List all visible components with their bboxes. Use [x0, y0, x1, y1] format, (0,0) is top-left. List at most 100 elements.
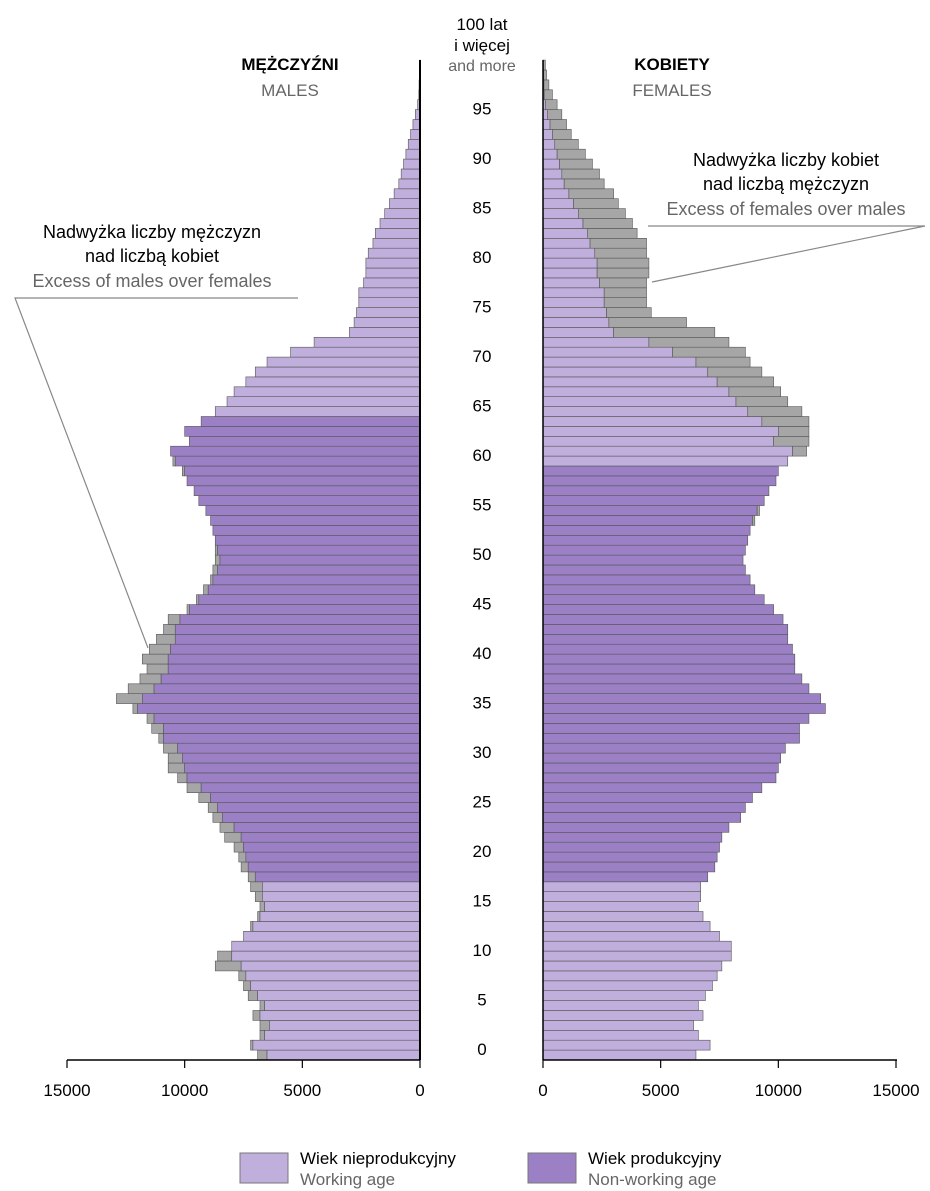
females-bar — [542, 525, 751, 536]
males-bar — [207, 584, 421, 595]
males-excess-bar — [186, 604, 190, 615]
males-bar — [189, 435, 421, 447]
females-bars — [542, 59, 826, 1061]
females-excess-leader-line — [648, 225, 926, 283]
males-bar — [259, 911, 421, 922]
males-bar — [186, 772, 421, 784]
males-bar — [243, 930, 421, 942]
males-bar — [167, 653, 421, 665]
males-excess-bar — [212, 812, 223, 823]
males-excess-bar — [250, 1039, 254, 1051]
males-bar — [212, 525, 421, 536]
females-bar — [542, 732, 800, 744]
males-bar — [372, 238, 421, 249]
females-excess-label-1: Nadwyżka liczby kobiet — [693, 150, 879, 170]
age-tick-label: 50 — [473, 545, 492, 564]
females-bar — [542, 822, 730, 833]
age-tick-label: 60 — [473, 446, 492, 465]
females-excess-bar — [761, 416, 810, 427]
age-top-label-2: i więcej — [454, 36, 510, 55]
females-excess-label-en: Excess of females over males — [666, 199, 905, 219]
males-bar — [212, 574, 421, 586]
males-bar — [231, 950, 421, 962]
females-bar — [542, 406, 749, 417]
males-bar — [200, 782, 421, 793]
females-bar — [542, 505, 758, 516]
males-excess-bar — [203, 584, 209, 595]
age-tick-label: 5 — [477, 991, 486, 1010]
males-bar — [363, 277, 421, 289]
females-excess-bar — [556, 148, 586, 160]
males-bar — [137, 703, 421, 714]
females-bar — [542, 515, 753, 526]
females-bar — [542, 990, 706, 1001]
females-bar — [542, 891, 701, 902]
males-excess-bar — [210, 574, 214, 586]
males-bar — [407, 139, 421, 150]
females-title: KOBIETY — [634, 55, 710, 74]
females-excess-label-2: nad liczbą mężczyzn — [703, 174, 869, 194]
males-excess-bar — [247, 871, 256, 883]
females-bar — [542, 198, 574, 209]
males-bar — [189, 604, 421, 615]
males-bar — [210, 515, 421, 526]
males-bar — [174, 633, 421, 645]
females-excess-bar — [543, 69, 547, 81]
age-tick-label: 15 — [473, 892, 492, 911]
males-bar — [367, 247, 421, 259]
males-bar — [403, 158, 421, 170]
males-excess-bar — [158, 732, 164, 744]
females-excess-bar — [563, 178, 605, 190]
males-bar — [174, 624, 421, 635]
females-excess-bar — [547, 109, 563, 120]
females-bar — [542, 1020, 694, 1031]
males-excess-bar — [259, 1000, 265, 1011]
females-excess-bar — [608, 317, 687, 328]
females-bar — [542, 861, 716, 873]
females-bar — [542, 366, 709, 378]
females-excess-bar — [778, 426, 810, 437]
males-bar — [384, 208, 421, 219]
females-excess-bar — [599, 277, 647, 289]
females-bar — [542, 643, 793, 655]
males-bar — [264, 1000, 421, 1011]
females-bar — [542, 792, 753, 803]
males-excess-bar — [250, 921, 254, 932]
females-bar — [542, 416, 763, 427]
females-excess-bar — [568, 188, 614, 200]
males-bar — [233, 386, 421, 397]
females-bar — [542, 307, 607, 318]
females-bar — [542, 178, 565, 190]
males-excess-bar — [243, 980, 251, 991]
males-excess-bar — [214, 960, 242, 972]
females-bar — [542, 633, 789, 645]
females-excess-bar — [554, 139, 579, 150]
females-excess-bar — [549, 119, 567, 130]
males-excess-bar — [207, 802, 218, 813]
females-bar — [542, 762, 779, 774]
females-bar — [542, 139, 556, 150]
females-excess-bar — [577, 208, 626, 219]
legend-swatch-productive — [527, 1152, 577, 1184]
females-bar — [542, 1010, 704, 1021]
females-excess-bar — [752, 515, 756, 526]
males-excess-bar — [247, 990, 258, 1001]
males-excess-bar — [214, 554, 221, 566]
males-bar — [160, 673, 421, 685]
legend-label-productive: Wiek produkcyjny — [588, 1149, 722, 1168]
females-bar — [542, 267, 598, 279]
males-bar — [290, 346, 421, 358]
males-bar — [243, 841, 421, 853]
females-bar — [542, 168, 563, 180]
females-excess-bar — [552, 129, 572, 140]
males-bars — [116, 59, 421, 1061]
males-bar — [240, 831, 421, 843]
females-bar — [542, 327, 614, 338]
females-bar — [542, 564, 746, 576]
males-bar — [193, 485, 421, 496]
males-excess-bar — [259, 901, 265, 912]
females-x-ticks: 0 5000 10000 15000 — [538, 1060, 920, 1100]
females-bar — [542, 663, 796, 675]
males-x-tick-label: 15000 — [43, 1081, 90, 1100]
females-bar — [542, 485, 770, 496]
